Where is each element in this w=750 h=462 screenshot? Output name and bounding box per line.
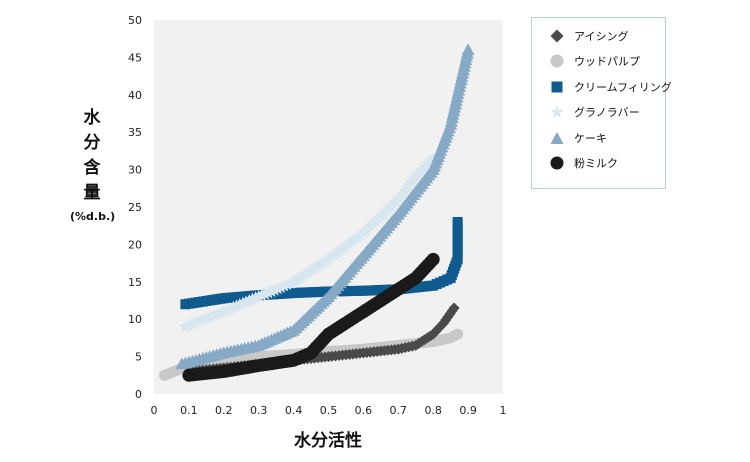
y-axis-label-char: 分 xyxy=(83,133,101,153)
legend-label: ウッドパルプ xyxy=(574,55,640,68)
y-tick-label: 5 xyxy=(135,351,142,364)
legend: アイシング ウッドパルプ クリームフィリング グラノラバー ケーキ 粉ミルク xyxy=(531,17,672,189)
y-axis-label: 水 分 含 量 (%d.b.) xyxy=(70,106,116,223)
data-point xyxy=(448,302,460,314)
y-tick-label: 45 xyxy=(128,51,142,64)
y-tick-label: 40 xyxy=(128,89,142,102)
circle-marker-icon xyxy=(550,54,564,68)
legend-label: ケーキ xyxy=(574,132,607,145)
legend-label: アイシング xyxy=(574,30,629,43)
y-tick-label: 30 xyxy=(128,164,142,177)
data-point xyxy=(426,252,440,266)
y-tick-label: 50 xyxy=(128,14,142,27)
legend-item-milk-powder: 粉ミルク xyxy=(532,153,665,173)
y-tick-label: 35 xyxy=(128,126,142,139)
y-axis-unit: (%d.b.) xyxy=(70,210,116,223)
legend-item-cake: ケーキ xyxy=(532,128,665,148)
legend-label: 粉ミルク xyxy=(574,157,618,170)
circle-marker-icon xyxy=(550,156,564,170)
y-tick-label: 20 xyxy=(128,238,142,251)
x-tick-label: 1 xyxy=(500,404,507,417)
x-tick-labels: 0 0.1 0.2 0.3 0.4 0.5 0.6 0.7 0.8 0.9 1 xyxy=(151,404,507,417)
x-tick-label: 0 xyxy=(151,404,158,417)
series-6 xyxy=(182,252,440,382)
legend-label: グラノラバー xyxy=(574,106,640,119)
x-tick-label: 0.5 xyxy=(320,404,338,417)
legend-item-cream-filling: クリームフィリング xyxy=(532,77,672,97)
y-tick-label: 0 xyxy=(135,388,142,401)
star-marker-icon xyxy=(550,105,564,118)
series-4 xyxy=(178,151,440,333)
data-point xyxy=(461,43,475,56)
y-tick-label: 15 xyxy=(128,276,142,289)
x-tick-label: 0.7 xyxy=(390,404,408,417)
y-tick-label: 25 xyxy=(128,201,142,214)
legend-item-icing: アイシング xyxy=(532,26,665,46)
y-axis-label-char: 水 xyxy=(83,108,101,128)
x-tick-label: 0.4 xyxy=(285,404,303,417)
x-axis-label: 水分活性 xyxy=(294,430,362,451)
y-axis-label-char: 量 xyxy=(83,183,101,203)
legend-item-granola-bar: グラノラバー xyxy=(532,102,665,122)
triangle-marker-icon xyxy=(550,132,564,144)
x-tick-label: 0.3 xyxy=(250,404,268,417)
y-tick-label: 10 xyxy=(128,313,142,326)
series-layer xyxy=(158,43,475,382)
x-tick-label: 0.6 xyxy=(355,404,373,417)
y-tick-labels: 0 5 10 15 20 25 30 35 40 45 50 xyxy=(128,14,142,401)
x-tick-label: 0.8 xyxy=(424,404,442,417)
series-5 xyxy=(175,43,475,370)
legend-label: クリームフィリング xyxy=(574,81,672,94)
data-point xyxy=(452,216,463,227)
y-axis-label-char: 含 xyxy=(83,158,101,178)
x-tick-label: 0.2 xyxy=(215,404,233,417)
x-tick-label: 0.9 xyxy=(459,404,477,417)
x-tick-label: 0.1 xyxy=(180,404,198,417)
legend-item-wood-pulp: ウッドパルプ xyxy=(532,51,665,71)
diamond-marker-icon xyxy=(550,29,564,43)
square-marker-icon xyxy=(551,81,563,93)
data-point xyxy=(452,328,464,340)
